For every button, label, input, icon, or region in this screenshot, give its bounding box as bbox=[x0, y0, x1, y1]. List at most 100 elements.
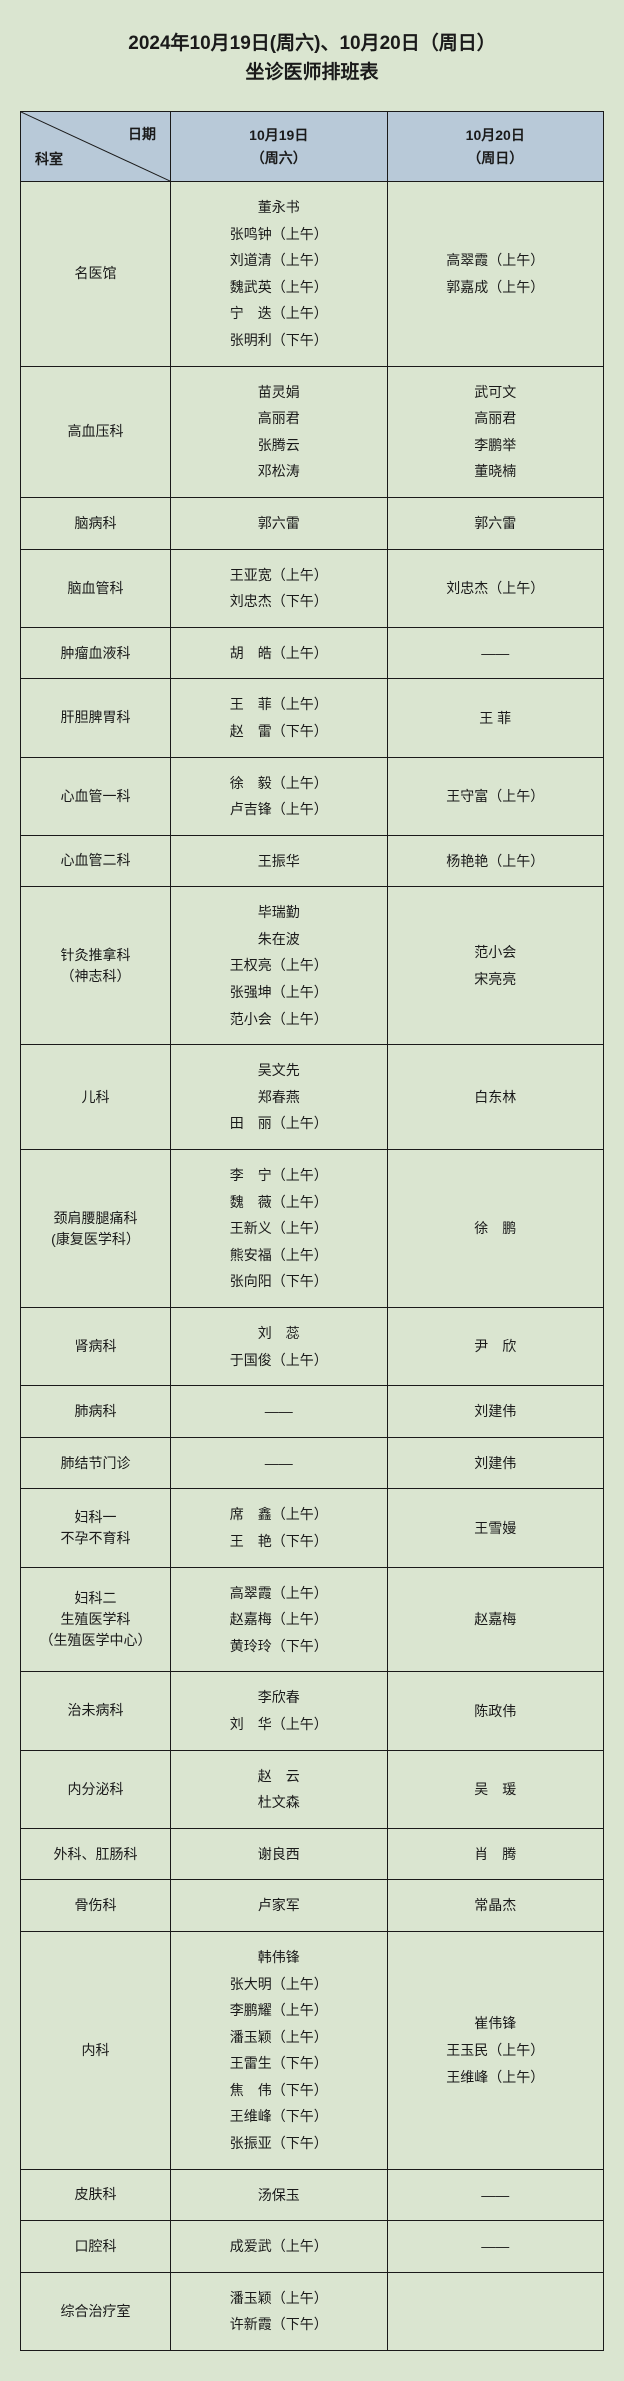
doctor-name: 张鸣钟（上午） bbox=[230, 226, 328, 242]
table-body: 名医馆董永书张鸣钟（上午）刘道清（上午）魏武英（上午）宁 迭（上午）张明利（下午… bbox=[21, 182, 604, 2351]
doctor-name: 董晓楠 bbox=[474, 463, 516, 479]
dept-cell: 颈肩腰腿痛科(康复医学科） bbox=[21, 1150, 171, 1308]
doctor-name: 苗灵娟 bbox=[258, 384, 300, 400]
doctor-name: 潘玉颖（上午） bbox=[230, 2290, 328, 2306]
table-row: 针灸推拿科（神志科）毕瑞勤朱在波王权亮（上午）张强坤（上午）范小会（上午）范小会… bbox=[21, 887, 604, 1045]
sun-cell: 白东林 bbox=[387, 1045, 604, 1150]
sat-cell: 郭六雷 bbox=[171, 497, 388, 549]
doctor-name: 刘建伟 bbox=[474, 1455, 516, 1471]
doctor-name: 崔伟锋 bbox=[474, 2015, 516, 2031]
table-row: 治未病科李欣春刘 华（上午）陈政伟 bbox=[21, 1672, 604, 1750]
dept-cell: 名医馆 bbox=[21, 182, 171, 367]
doctor-name: 郑春燕 bbox=[258, 1089, 300, 1105]
doctor-name: 赵 云 bbox=[258, 1768, 300, 1784]
sun-cell: 肖 腾 bbox=[387, 1828, 604, 1880]
doctor-name: 刘 蕊 bbox=[258, 1325, 300, 1341]
doctor-name: 王雷生（下午） bbox=[230, 2055, 328, 2071]
sun-cell: —— bbox=[387, 627, 604, 679]
table-row: 皮肤科汤保玉—— bbox=[21, 2169, 604, 2221]
sun-cell: 刘建伟 bbox=[387, 1386, 604, 1438]
table-row: 肾病科刘 蕊于国俊（上午）尹 欣 bbox=[21, 1308, 604, 1386]
doctor-name: 王雪嫚 bbox=[474, 1520, 516, 1536]
doctor-name: 刘 华（上午） bbox=[230, 1716, 328, 1732]
header-corner: 日期 科室 bbox=[21, 112, 171, 182]
doctor-name: 郭六雷 bbox=[474, 515, 516, 531]
dept-cell: 针灸推拿科（神志科） bbox=[21, 887, 171, 1045]
sun-cell: —— bbox=[387, 2221, 604, 2273]
table-row: 内科韩伟锋张大明（上午）李鹏耀（上午）潘玉颖（上午）王雷生（下午）焦 伟（下午）… bbox=[21, 1931, 604, 2169]
sat-cell: 高翠霞（上午）赵嘉梅（上午）黄玲玲（下午） bbox=[171, 1567, 388, 1672]
dept-cell: 肺结节门诊 bbox=[21, 1437, 171, 1489]
dept-cell: 高血压科 bbox=[21, 366, 171, 497]
doctor-name: 魏武英（上午） bbox=[230, 279, 328, 295]
doctor-name: 高丽君 bbox=[474, 410, 516, 426]
doctor-name: 潘玉颖（上午） bbox=[230, 2029, 328, 2045]
sun-cell: 王雪嫚 bbox=[387, 1489, 604, 1567]
doctor-name: —— bbox=[265, 1455, 293, 1471]
table-row: 肝胆脾胃科王 菲（上午）赵 雷（下午）王 菲 bbox=[21, 679, 604, 757]
doctor-name: 张向阳（下午） bbox=[230, 1273, 328, 1289]
doctor-name: 刘道清（上午） bbox=[230, 252, 328, 268]
dept-cell: 妇科二生殖医学科（生殖医学中心） bbox=[21, 1567, 171, 1672]
sun-cell: 王 菲 bbox=[387, 679, 604, 757]
table-row: 高血压科苗灵娟高丽君张腾云邓松涛武可文高丽君李鹏举董晓楠 bbox=[21, 366, 604, 497]
sat-cell: 苗灵娟高丽君张腾云邓松涛 bbox=[171, 366, 388, 497]
doctor-name: 范小会 bbox=[474, 944, 516, 960]
doctor-name: 刘忠杰（下午） bbox=[230, 593, 328, 609]
dept-cell: 肺病科 bbox=[21, 1386, 171, 1438]
dept-cell: 内分泌科 bbox=[21, 1750, 171, 1828]
sat-cell: 谢良西 bbox=[171, 1828, 388, 1880]
doctor-name: 李欣春 bbox=[258, 1689, 300, 1705]
doctor-name: 卢吉锋（上午） bbox=[230, 801, 328, 817]
dept-cell: 皮肤科 bbox=[21, 2169, 171, 2221]
doctor-name: —— bbox=[265, 1403, 293, 1419]
doctor-name: 陈政伟 bbox=[474, 1703, 516, 1719]
doctor-name: 吴文先 bbox=[258, 1062, 300, 1078]
sun-cell: 刘忠杰（上午） bbox=[387, 549, 604, 627]
title-line1: 2024年10月19日(周六)、10月20日（周日） bbox=[128, 33, 495, 54]
sat-cell: 成爱武（上午） bbox=[171, 2221, 388, 2273]
sun-cell: 尹 欣 bbox=[387, 1308, 604, 1386]
sun-cell: —— bbox=[387, 2169, 604, 2221]
header-col-sun: 10月20日 （周日） bbox=[387, 112, 604, 182]
doctor-name: 朱在波 bbox=[258, 931, 300, 947]
doctor-name: 王 艳（下午） bbox=[230, 1533, 328, 1549]
doctor-name: 韩伟锋 bbox=[258, 1949, 300, 1965]
title-line2: 坐诊医师排班表 bbox=[245, 62, 378, 83]
doctor-name: 王权亮（上午） bbox=[230, 957, 328, 973]
doctor-name: 张腾云 bbox=[258, 437, 300, 453]
doctor-name: 杨艳艳（上午） bbox=[446, 853, 544, 869]
sun-cell: 崔伟锋王玉民（上午）王维峰（上午） bbox=[387, 1931, 604, 2169]
dept-cell: 肝胆脾胃科 bbox=[21, 679, 171, 757]
doctor-name: 谢良西 bbox=[258, 1846, 300, 1862]
dept-cell: 妇科一不孕不育科 bbox=[21, 1489, 171, 1567]
dept-cell: 脑血管科 bbox=[21, 549, 171, 627]
page-title: 2024年10月19日(周六)、10月20日（周日） 坐诊医师排班表 bbox=[20, 30, 604, 87]
table-row: 脑血管科王亚宽（上午）刘忠杰（下午）刘忠杰（上午） bbox=[21, 549, 604, 627]
dept-cell: 肾病科 bbox=[21, 1308, 171, 1386]
doctor-name: 席 鑫（上午） bbox=[230, 1506, 328, 1522]
corner-bottom-label: 科室 bbox=[35, 149, 63, 169]
table-row: 口腔科成爱武（上午）—— bbox=[21, 2221, 604, 2273]
dept-cell: 口腔科 bbox=[21, 2221, 171, 2273]
sun-cell: 陈政伟 bbox=[387, 1672, 604, 1750]
doctor-name: 杜文森 bbox=[258, 1794, 300, 1810]
sun-cell: 吴 瑗 bbox=[387, 1750, 604, 1828]
doctor-name: 郭六雷 bbox=[258, 515, 300, 531]
sun-cell: 赵嘉梅 bbox=[387, 1567, 604, 1672]
table-row: 心血管二科王振华杨艳艳（上午） bbox=[21, 835, 604, 887]
doctor-name: 黄玲玲（下午） bbox=[230, 1638, 328, 1654]
dept-cell: 综合治疗室 bbox=[21, 2272, 171, 2350]
table-row: 妇科一不孕不育科 席 鑫（上午） 王 艳（下午） 王雪嫚 bbox=[21, 1489, 604, 1567]
sat-cell: 徐 毅（上午）卢吉锋（上午） bbox=[171, 757, 388, 835]
doctor-name: 董永书 bbox=[258, 199, 300, 215]
sat-cell: 汤保玉 bbox=[171, 2169, 388, 2221]
sun-cell: 王守富（上午） bbox=[387, 757, 604, 835]
doctor-name: 魏 薇（上午） bbox=[230, 1194, 328, 1210]
doctor-name: 肖 腾 bbox=[474, 1846, 516, 1862]
doctor-name: 赵嘉梅（上午） bbox=[230, 1611, 328, 1627]
doctor-name: 李鹏举 bbox=[474, 437, 516, 453]
sun-cell: 徐 鹏 bbox=[387, 1150, 604, 1308]
doctor-name: 王 菲（上午） bbox=[230, 696, 328, 712]
sat-cell: 李 宁（上午）魏 薇（上午）王新义（上午）熊安福（上午）张向阳（下午） bbox=[171, 1150, 388, 1308]
